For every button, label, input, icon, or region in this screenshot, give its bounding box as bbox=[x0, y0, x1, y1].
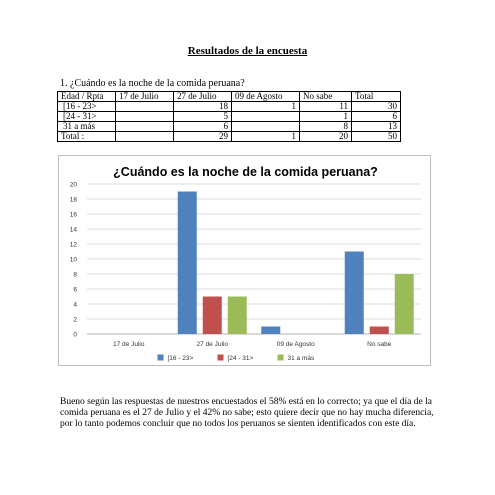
table-cell: 1 bbox=[231, 131, 300, 142]
table-cell bbox=[115, 101, 174, 112]
y-tick-label: 2 bbox=[73, 317, 77, 324]
legend-swatch bbox=[157, 354, 164, 361]
table-cell: Total : bbox=[57, 131, 116, 142]
table-cell: [16 - 23> bbox=[57, 101, 116, 112]
table-header-row: Edad / Rpta 17 de Julio 27 de Julio 09 d… bbox=[57, 91, 401, 102]
y-tick-label: 8 bbox=[73, 272, 77, 279]
table-cell: 1 bbox=[299, 111, 352, 122]
table-cell: 11 bbox=[299, 101, 352, 112]
x-tick-label: No sabe bbox=[367, 341, 392, 348]
table-cell bbox=[115, 121, 174, 132]
x-tick-label: 09 de Agosto bbox=[277, 341, 315, 348]
x-tick-label: 27 de Julio bbox=[197, 341, 229, 348]
table-row: Total : 29 1 20 50 bbox=[57, 131, 401, 142]
table-header-cell: 09 de Agosto bbox=[231, 91, 300, 102]
table-row: [16 - 23> 18 1 11 30 bbox=[57, 101, 401, 112]
bar bbox=[227, 296, 247, 334]
table-header-cell: 17 de Julio bbox=[115, 91, 174, 102]
table-cell: 50 bbox=[351, 131, 401, 142]
table-cell: 30 bbox=[351, 101, 401, 112]
results-table: Edad / Rpta 17 de Julio 27 de Julio 09 d… bbox=[57, 91, 401, 142]
bar bbox=[369, 326, 389, 334]
conclusion-paragraph: Bueno según las respuestas de nuestros e… bbox=[60, 397, 434, 429]
table-header-cell: Edad / Rpta bbox=[57, 91, 116, 102]
x-tick-label: 17 de Julio bbox=[113, 341, 145, 348]
survey-question: 1. ¿Cuándo es la noche de la comida peru… bbox=[60, 78, 245, 89]
legend-swatch bbox=[277, 354, 284, 361]
table-row: [24 - 31> 5 1 6 bbox=[57, 111, 401, 122]
table-cell: 20 bbox=[299, 131, 352, 142]
y-tick-label: 20 bbox=[70, 182, 78, 189]
chart-canvas: ¿Cuándo es la noche de la comida peruana… bbox=[70, 165, 421, 362]
table-cell: [24 - 31> bbox=[57, 111, 116, 122]
legend-label: [24 - 31> bbox=[228, 355, 254, 362]
table-cell: 13 bbox=[351, 121, 401, 132]
legend-swatch bbox=[217, 354, 224, 361]
y-tick-label: 6 bbox=[73, 287, 77, 294]
bar bbox=[344, 251, 364, 334]
y-tick-label: 10 bbox=[70, 257, 78, 264]
table-cell: 31 a más bbox=[57, 121, 116, 132]
table-row: 31 a más 6 8 13 bbox=[57, 121, 401, 132]
y-tick-label: 12 bbox=[70, 242, 78, 249]
table-cell: 1 bbox=[231, 101, 300, 112]
table-cell bbox=[115, 111, 174, 122]
y-tick-label: 14 bbox=[70, 227, 78, 234]
table-cell: 5 bbox=[173, 111, 232, 122]
table-cell bbox=[231, 111, 300, 122]
y-tick-label: 4 bbox=[73, 302, 77, 309]
table-cell: 6 bbox=[351, 111, 401, 122]
y-tick-label: 0 bbox=[73, 332, 77, 339]
table-header-cell: No sabe bbox=[299, 91, 352, 102]
bar bbox=[394, 274, 414, 334]
table-header-cell: Total bbox=[351, 91, 401, 102]
legend-label: 31 a más bbox=[288, 355, 315, 362]
bar-chart: ¿Cuándo es la noche de la comida peruana… bbox=[58, 155, 431, 366]
bar bbox=[177, 191, 197, 334]
bar bbox=[202, 296, 222, 334]
y-tick-label: 18 bbox=[70, 197, 78, 204]
table-cell: 8 bbox=[299, 121, 352, 132]
table-cell: 18 bbox=[173, 101, 232, 112]
chart-title: ¿Cuándo es la noche de la comida peruana… bbox=[113, 165, 378, 179]
y-tick-label: 16 bbox=[70, 212, 78, 219]
table-cell bbox=[231, 121, 300, 132]
table-cell bbox=[115, 131, 174, 142]
table-header-cell: 27 de Julio bbox=[173, 91, 232, 102]
table-cell: 29 bbox=[173, 131, 232, 142]
table-cell: 6 bbox=[173, 121, 232, 132]
legend-label: [16 - 23> bbox=[168, 355, 194, 362]
document-title: Resultados de la encuesta bbox=[187, 45, 308, 57]
bar bbox=[261, 326, 281, 334]
